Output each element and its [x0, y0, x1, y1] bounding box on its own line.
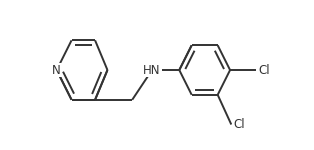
- Text: Cl: Cl: [233, 118, 245, 131]
- Text: Cl: Cl: [258, 64, 270, 76]
- Text: HN: HN: [143, 64, 161, 76]
- Text: N: N: [52, 64, 61, 76]
